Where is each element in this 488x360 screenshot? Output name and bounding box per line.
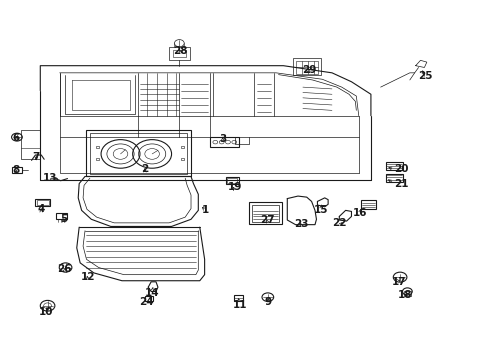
- Text: 12: 12: [81, 272, 95, 282]
- Bar: [249, 202, 282, 224]
- Text: 24: 24: [139, 297, 153, 307]
- Text: 19: 19: [227, 182, 242, 192]
- Bar: [233, 296, 242, 301]
- Bar: [295, 61, 318, 73]
- Text: 20: 20: [393, 164, 407, 174]
- Bar: [210, 137, 238, 147]
- Text: 13: 13: [42, 173, 57, 183]
- Text: 8: 8: [12, 165, 20, 175]
- Text: 27: 27: [260, 215, 275, 225]
- Text: 10: 10: [39, 307, 53, 317]
- Bar: [385, 162, 402, 170]
- Bar: [225, 177, 238, 184]
- Bar: [90, 133, 187, 174]
- Bar: [385, 174, 402, 182]
- Text: 17: 17: [391, 277, 406, 287]
- Text: 15: 15: [313, 205, 328, 215]
- Text: 25: 25: [417, 71, 432, 81]
- Bar: [227, 178, 237, 183]
- Bar: [96, 158, 99, 160]
- Bar: [96, 146, 99, 148]
- Bar: [181, 146, 184, 148]
- Bar: [56, 213, 66, 219]
- Bar: [144, 296, 152, 301]
- Text: 29: 29: [301, 65, 316, 75]
- Text: 14: 14: [144, 288, 159, 297]
- Text: 11: 11: [232, 300, 246, 310]
- Bar: [12, 167, 22, 173]
- Text: 3: 3: [219, 134, 226, 144]
- Text: 21: 21: [393, 179, 407, 189]
- Text: 28: 28: [173, 46, 187, 56]
- Bar: [292, 58, 321, 75]
- Text: 18: 18: [397, 290, 411, 300]
- Text: 6: 6: [12, 133, 20, 143]
- Text: 5: 5: [60, 214, 67, 224]
- Text: 2: 2: [141, 164, 148, 174]
- Text: 16: 16: [352, 208, 366, 218]
- Bar: [251, 204, 279, 222]
- Bar: [181, 158, 184, 160]
- Text: 22: 22: [331, 218, 346, 228]
- Text: 4: 4: [38, 204, 45, 214]
- Bar: [35, 199, 50, 206]
- Bar: [172, 50, 186, 58]
- Text: 1: 1: [202, 205, 209, 215]
- Text: 7: 7: [33, 152, 40, 162]
- Bar: [361, 201, 375, 209]
- Bar: [169, 47, 189, 60]
- Text: 26: 26: [57, 264, 72, 274]
- Bar: [37, 200, 48, 204]
- Bar: [403, 291, 410, 296]
- Bar: [86, 130, 191, 176]
- Text: 9: 9: [264, 297, 271, 307]
- Text: 23: 23: [294, 219, 308, 229]
